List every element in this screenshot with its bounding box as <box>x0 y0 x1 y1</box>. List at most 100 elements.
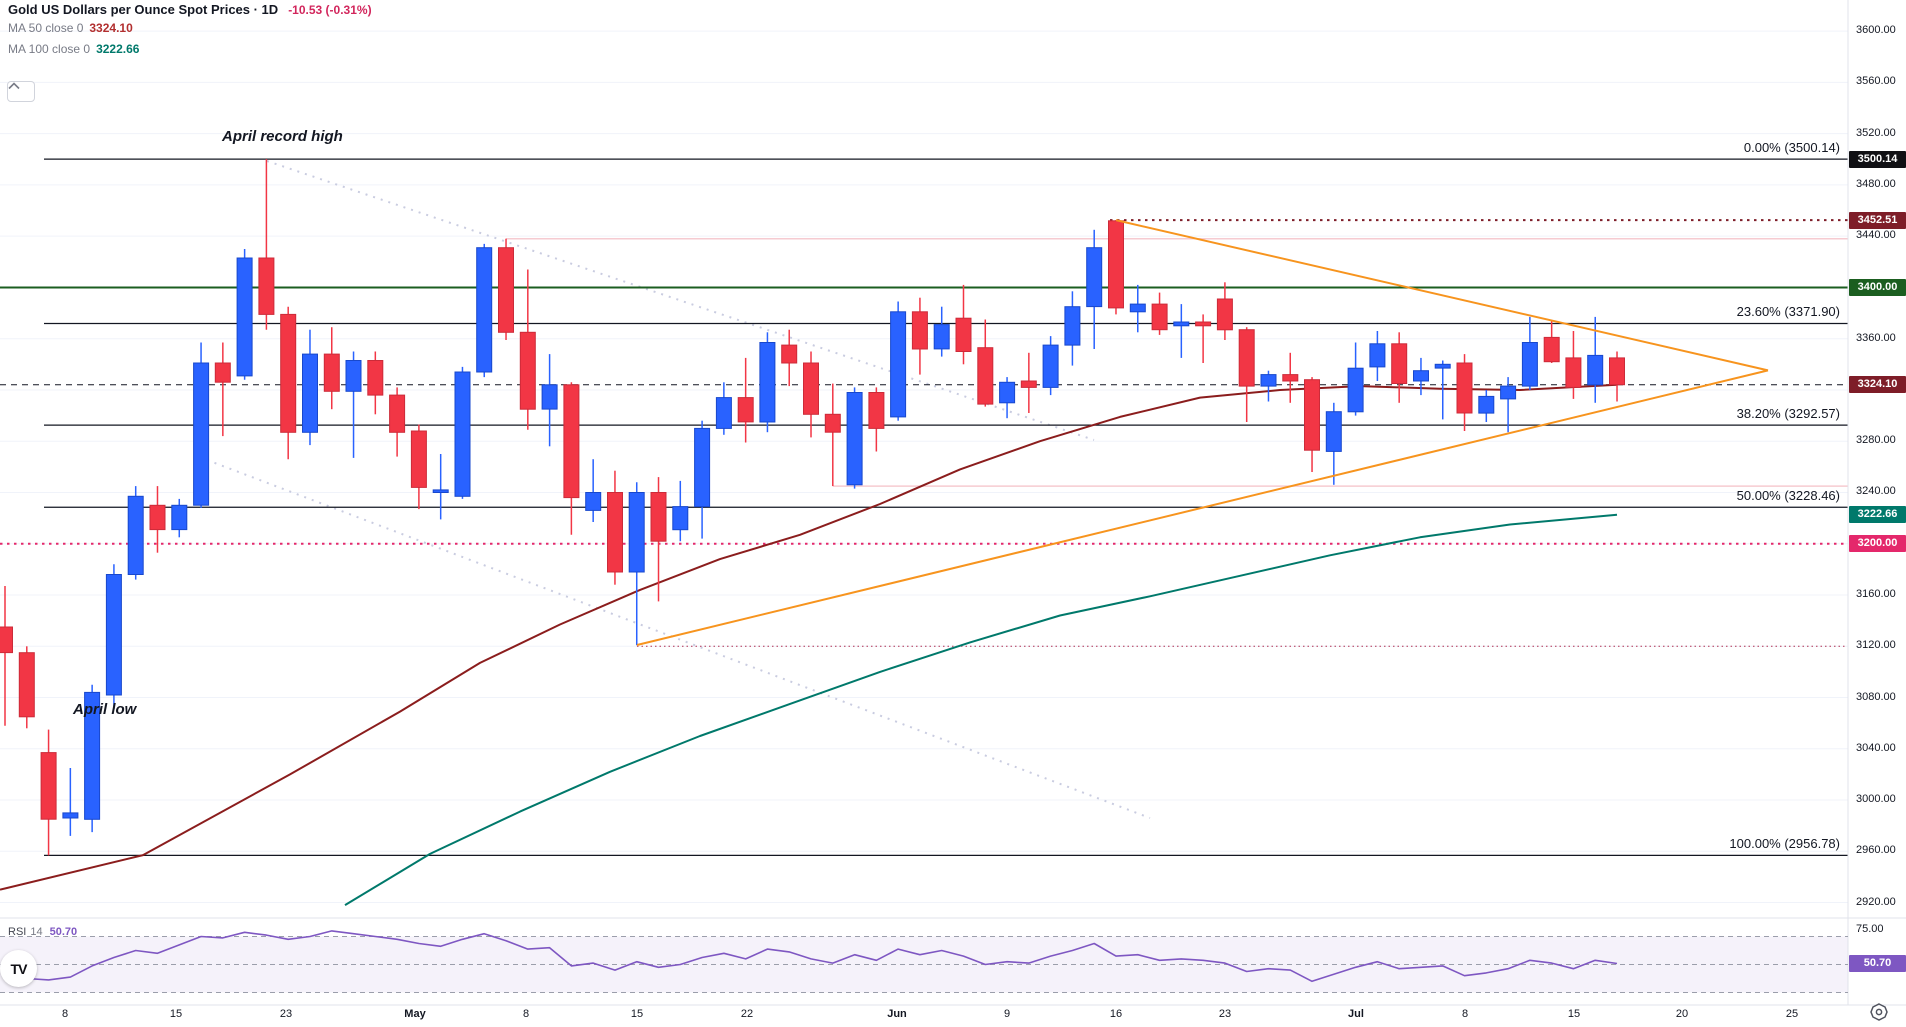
candle[interactable] <box>628 482 645 646</box>
candle[interactable] <box>1325 402 1342 485</box>
candle[interactable] <box>84 684 101 833</box>
candle[interactable] <box>1042 336 1059 396</box>
rsi-line[interactable] <box>5 930 1618 983</box>
candle[interactable] <box>911 297 928 375</box>
triangle-upper-trendline[interactable] <box>1115 219 1769 372</box>
candle[interactable] <box>1587 316 1604 403</box>
candle[interactable] <box>607 470 623 585</box>
candle[interactable] <box>345 351 362 458</box>
ma50-line[interactable] <box>0 383 1618 891</box>
candle[interactable] <box>302 329 318 446</box>
candle[interactable] <box>694 420 711 539</box>
candle[interactable] <box>0 586 13 726</box>
candle[interactable] <box>389 387 406 457</box>
candle[interactable] <box>563 382 580 535</box>
candle[interactable] <box>1391 332 1408 403</box>
candle[interactable] <box>280 306 297 460</box>
rsi-axis-badge[interactable]: 50.70 <box>1849 955 1906 973</box>
candle[interactable] <box>1129 284 1146 333</box>
candle[interactable] <box>1456 354 1473 431</box>
candle[interactable] <box>149 486 166 553</box>
candle[interactable] <box>585 459 602 522</box>
candle[interactable] <box>236 249 253 380</box>
candle[interactable] <box>1086 229 1103 349</box>
candle[interactable] <box>323 327 340 410</box>
candle[interactable] <box>1020 352 1037 413</box>
candle[interactable] <box>955 284 972 365</box>
candle[interactable] <box>977 319 994 407</box>
candle[interactable] <box>214 342 231 437</box>
candle[interactable] <box>1369 331 1386 381</box>
price-axis-badge[interactable]: 3222.66 <box>1849 506 1906 524</box>
candle[interactable] <box>803 351 819 438</box>
candle[interactable] <box>1238 327 1255 422</box>
ma100-legend-row[interactable]: MA 100 close 0 3222.66 <box>8 38 372 59</box>
candle[interactable] <box>127 486 144 580</box>
candle[interactable] <box>650 477 667 602</box>
candle[interactable] <box>1216 282 1233 340</box>
candle[interactable] <box>759 332 776 433</box>
candle[interactable] <box>105 564 122 710</box>
candle[interactable] <box>672 480 689 542</box>
candle[interactable] <box>1304 377 1320 472</box>
gray-dotted-trendline-upper[interactable] <box>266 160 1095 441</box>
candle[interactable] <box>410 424 427 510</box>
candle[interactable] <box>715 382 732 435</box>
candle[interactable] <box>1565 331 1582 399</box>
candle[interactable] <box>62 768 79 836</box>
tradingview-logo[interactable]: TV <box>0 950 37 987</box>
price-axis-badge[interactable]: 3400.00 <box>1849 278 1906 296</box>
ma100-line[interactable] <box>344 513 1618 906</box>
candle[interactable] <box>1260 370 1277 402</box>
candle[interactable] <box>1195 314 1212 363</box>
candle[interactable] <box>18 646 35 729</box>
price-axis-badge[interactable]: 3324.10 <box>1849 376 1906 394</box>
candle[interactable] <box>258 159 275 330</box>
candle[interactable] <box>171 498 188 538</box>
candle[interactable] <box>1282 352 1299 403</box>
candle[interactable] <box>541 354 558 447</box>
candle[interactable] <box>781 329 798 387</box>
symbol-legend-row[interactable]: Gold US Dollars per Ounce Spot Prices · … <box>8 2 372 17</box>
chart-annotation[interactable]: April record high <box>222 128 343 145</box>
candle[interactable] <box>890 301 907 421</box>
candle[interactable] <box>1108 220 1124 315</box>
candle[interactable] <box>367 351 384 415</box>
chart-annotation[interactable]: April low <box>73 701 137 718</box>
candle[interactable] <box>933 306 950 357</box>
candle[interactable] <box>498 238 514 340</box>
candle[interactable] <box>737 357 754 443</box>
candle[interactable] <box>1064 291 1081 366</box>
candle[interactable] <box>1151 292 1168 335</box>
candle[interactable] <box>1500 377 1517 433</box>
candle[interactable] <box>454 366 471 499</box>
candle[interactable] <box>432 454 449 520</box>
candle[interactable] <box>1173 304 1190 358</box>
candle[interactable] <box>519 269 536 430</box>
price-axis-badge[interactable]: 3200.00 <box>1849 535 1906 553</box>
candle[interactable] <box>193 342 210 508</box>
candle[interactable] <box>40 729 57 856</box>
candle[interactable] <box>824 383 841 487</box>
candle[interactable] <box>999 377 1016 419</box>
symbol-title[interactable]: Gold US Dollars per Ounce Spot Prices · … <box>8 2 279 17</box>
candle[interactable] <box>1413 357 1429 396</box>
price-axis-badge[interactable]: 3452.51 <box>1849 211 1906 229</box>
collapse-legend-button[interactable] <box>7 81 35 102</box>
candle[interactable] <box>1434 360 1451 420</box>
rsi-legend[interactable]: RSI 14 50.70 <box>8 926 77 938</box>
ma50-legend-row[interactable]: MA 50 close 0 3324.10 <box>8 17 372 38</box>
candle[interactable] <box>1521 316 1538 390</box>
triangle-lower-trendline[interactable] <box>636 369 1769 646</box>
price-axis-badge[interactable]: 3500.14 <box>1849 150 1906 168</box>
candle[interactable] <box>1543 320 1560 363</box>
candle[interactable] <box>1478 390 1495 422</box>
candle[interactable] <box>846 387 863 489</box>
candle[interactable] <box>1609 351 1625 402</box>
candle[interactable] <box>1347 342 1364 416</box>
candle[interactable] <box>868 387 885 452</box>
candle[interactable] <box>476 243 493 378</box>
gray-dotted-trendline-lower[interactable] <box>206 459 1151 819</box>
price-axis-label: 3480.00 <box>1856 177 1896 190</box>
